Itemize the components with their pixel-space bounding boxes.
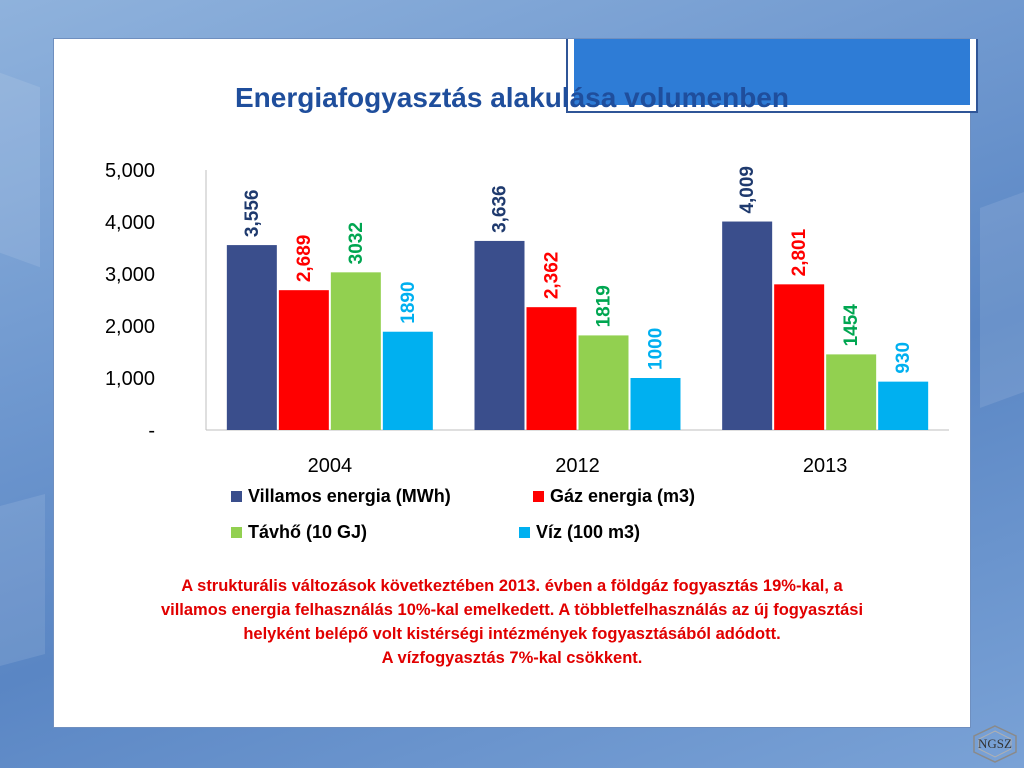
caption-line: A strukturális változások következtében … <box>181 577 843 595</box>
y-tick-label: 5,000 <box>105 160 155 182</box>
bar <box>382 331 433 430</box>
bar-data-label: 2,801 <box>789 228 810 276</box>
bar-data-label: 4,009 <box>737 166 758 214</box>
legend-label: Gáz energia (m3) <box>550 486 695 506</box>
caption-text: A strukturális változások következtében … <box>70 574 954 670</box>
caption-line: A vízfogyasztás 7%-kal csökkent. <box>381 649 643 667</box>
background-facet <box>980 191 1024 409</box>
bar <box>226 245 277 430</box>
legend-label: Távhő (10 GJ) <box>248 522 367 542</box>
legend-label: Villamos energia (MWh) <box>248 486 451 506</box>
x-tick-label: 2013 <box>803 455 848 477</box>
bar-data-label: 930 <box>893 342 914 374</box>
bar-data-label: 2,362 <box>542 252 563 300</box>
y-tick-label: 2,000 <box>105 316 155 338</box>
legend-swatch <box>533 491 544 502</box>
bar <box>878 381 929 430</box>
bar <box>330 272 381 430</box>
y-tick-label: 3,000 <box>105 264 155 286</box>
bar-data-label: 3,556 <box>242 190 263 238</box>
bar <box>278 290 329 430</box>
bar-data-label: 1454 <box>841 304 862 347</box>
bar <box>826 354 877 430</box>
bar <box>474 240 525 430</box>
x-tick-label: 2004 <box>308 455 353 477</box>
y-tick-label: 4,000 <box>105 212 155 234</box>
bar <box>630 378 681 430</box>
header-accent-box <box>566 39 978 113</box>
y-tick-label: 1,000 <box>105 368 155 390</box>
caption-line: villamos energia felhasználás 10%-kal em… <box>160 601 864 619</box>
background-facet <box>0 72 40 268</box>
bar <box>526 307 577 430</box>
legend-swatch <box>519 527 530 538</box>
bar <box>578 335 629 430</box>
legend-swatch <box>231 491 242 502</box>
background-facet <box>0 493 45 667</box>
bar-data-label: 3,636 <box>490 185 511 233</box>
legend-label: Víz (100 m3) <box>536 522 640 542</box>
chart-title: Energiafogyasztás alakulása volumenben <box>235 82 789 113</box>
bar-data-label: 1000 <box>646 328 667 370</box>
bar-data-label: 2,689 <box>294 235 315 283</box>
legend-swatch <box>231 527 242 538</box>
y-tick-label: - <box>148 420 155 442</box>
ngsz-logo <box>973 725 1017 763</box>
bar-data-label: 1819 <box>594 285 615 327</box>
bar-data-label: 1890 <box>398 281 419 323</box>
logo-text: NGSZ <box>978 736 1012 751</box>
bar-chart: - 1,000 2,000 3,000 4,000 5,000 3,556 2,689 3032… <box>105 160 949 542</box>
caption-line: helyként belépő volt kistérségi intézmén… <box>243 625 781 643</box>
x-tick-label: 2012 <box>555 455 600 477</box>
bar <box>774 284 825 430</box>
bar <box>722 221 773 430</box>
header-accent-fill <box>574 39 970 105</box>
bar-data-label: 3032 <box>346 222 367 264</box>
